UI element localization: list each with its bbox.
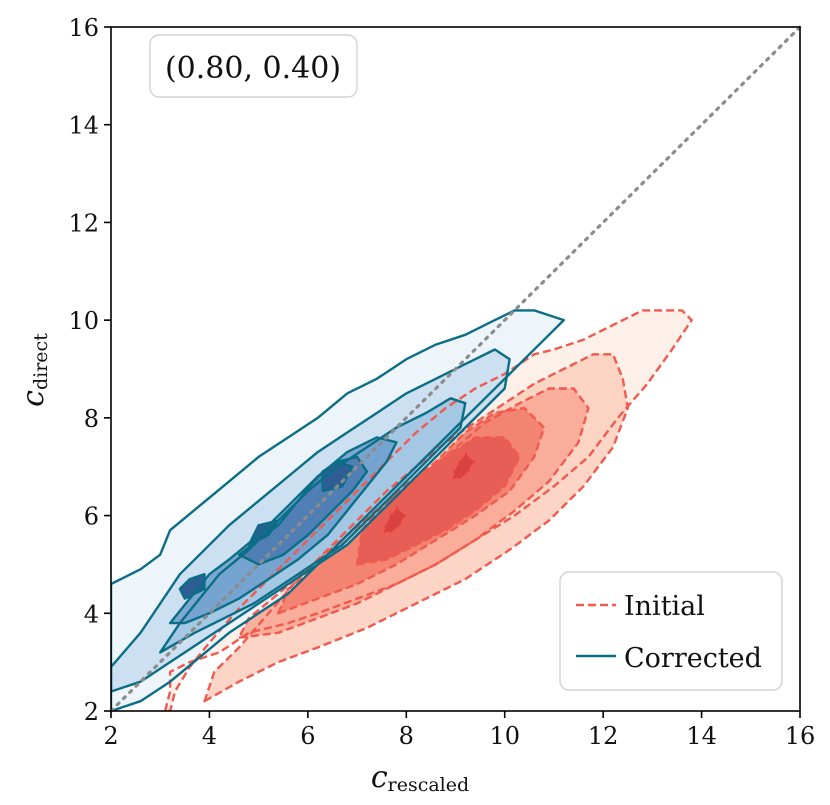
- contour-line-initial-peak-1: [380, 504, 408, 537]
- contour-line-corrected-level-2: [111, 348, 511, 693]
- contour-fills: [111, 310, 692, 711]
- contour-line-corrected-peak-2: [247, 519, 280, 547]
- x-tick-label: 16: [785, 722, 816, 750]
- contour-line-corrected-level-1: [111, 309, 565, 711]
- y-tick-label: 4: [84, 600, 99, 628]
- y-tick-label: 2: [84, 698, 99, 726]
- y-tick-label: 12: [68, 209, 99, 237]
- y-axis-label: cdirect: [16, 333, 52, 407]
- y-tick-label: 16: [68, 14, 99, 42]
- y-tick-label: 14: [68, 112, 99, 140]
- contour-line-corrected-peak-1: [178, 573, 206, 600]
- contour-line-corrected-level-5: [237, 455, 369, 566]
- y-tick-label: 8: [84, 405, 99, 433]
- legend-label-corrected: Corrected: [624, 643, 762, 674]
- contour-peak-fill-initial-2: [450, 452, 476, 482]
- legend: Initial Corrected: [559, 571, 783, 691]
- contour-line-corrected-level-4: [168, 436, 398, 625]
- axis-ticks: 2 4 6 8 10 12 14 16 2 4 6 8 10 12 14 16: [68, 14, 815, 750]
- x-tick-label: 10: [489, 722, 520, 750]
- x-tick-label: 14: [686, 722, 717, 750]
- plot-frame: [110, 26, 801, 712]
- x-axis-label: crescaled: [371, 760, 469, 796]
- x-tick-label: 6: [300, 722, 315, 750]
- x-tick-label: 8: [399, 722, 414, 750]
- x-tick-label: 12: [588, 722, 619, 750]
- y-tick-label: 10: [68, 307, 99, 335]
- contour-fill-initial-level-5: [357, 437, 520, 565]
- contour-line-initial-peak-2: [449, 450, 477, 483]
- y-tick-label: 6: [84, 503, 99, 531]
- contour-lines: [111, 309, 693, 711]
- contour-line-corrected-peak-3: [321, 460, 354, 493]
- contour-peak-fill-corrected-1: [179, 574, 205, 599]
- x-tick-label: 4: [202, 722, 217, 750]
- annotation-box: (0.80, 0.40): [149, 34, 358, 98]
- contour-peak-fill-corrected-3: [322, 461, 353, 492]
- annotation-text: (0.80, 0.40): [165, 51, 341, 86]
- contour-line-initial-level-1: [163, 309, 693, 711]
- x-tick-label: 2: [103, 722, 118, 750]
- identity-reference-line: [109, 25, 802, 713]
- legend-label-initial: Initial: [624, 591, 705, 622]
- contour-peak-fill-initial-1: [381, 505, 407, 536]
